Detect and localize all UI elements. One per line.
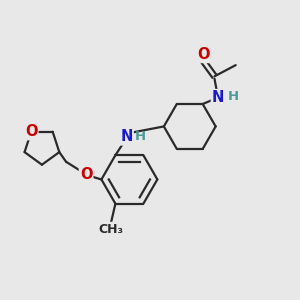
Text: O: O xyxy=(197,47,209,62)
Text: O: O xyxy=(80,167,92,182)
Text: H: H xyxy=(135,130,146,142)
Text: H: H xyxy=(227,90,239,103)
Text: N: N xyxy=(212,90,224,105)
Text: CH₃: CH₃ xyxy=(98,223,124,236)
Text: N: N xyxy=(120,130,133,145)
Text: O: O xyxy=(25,124,38,139)
